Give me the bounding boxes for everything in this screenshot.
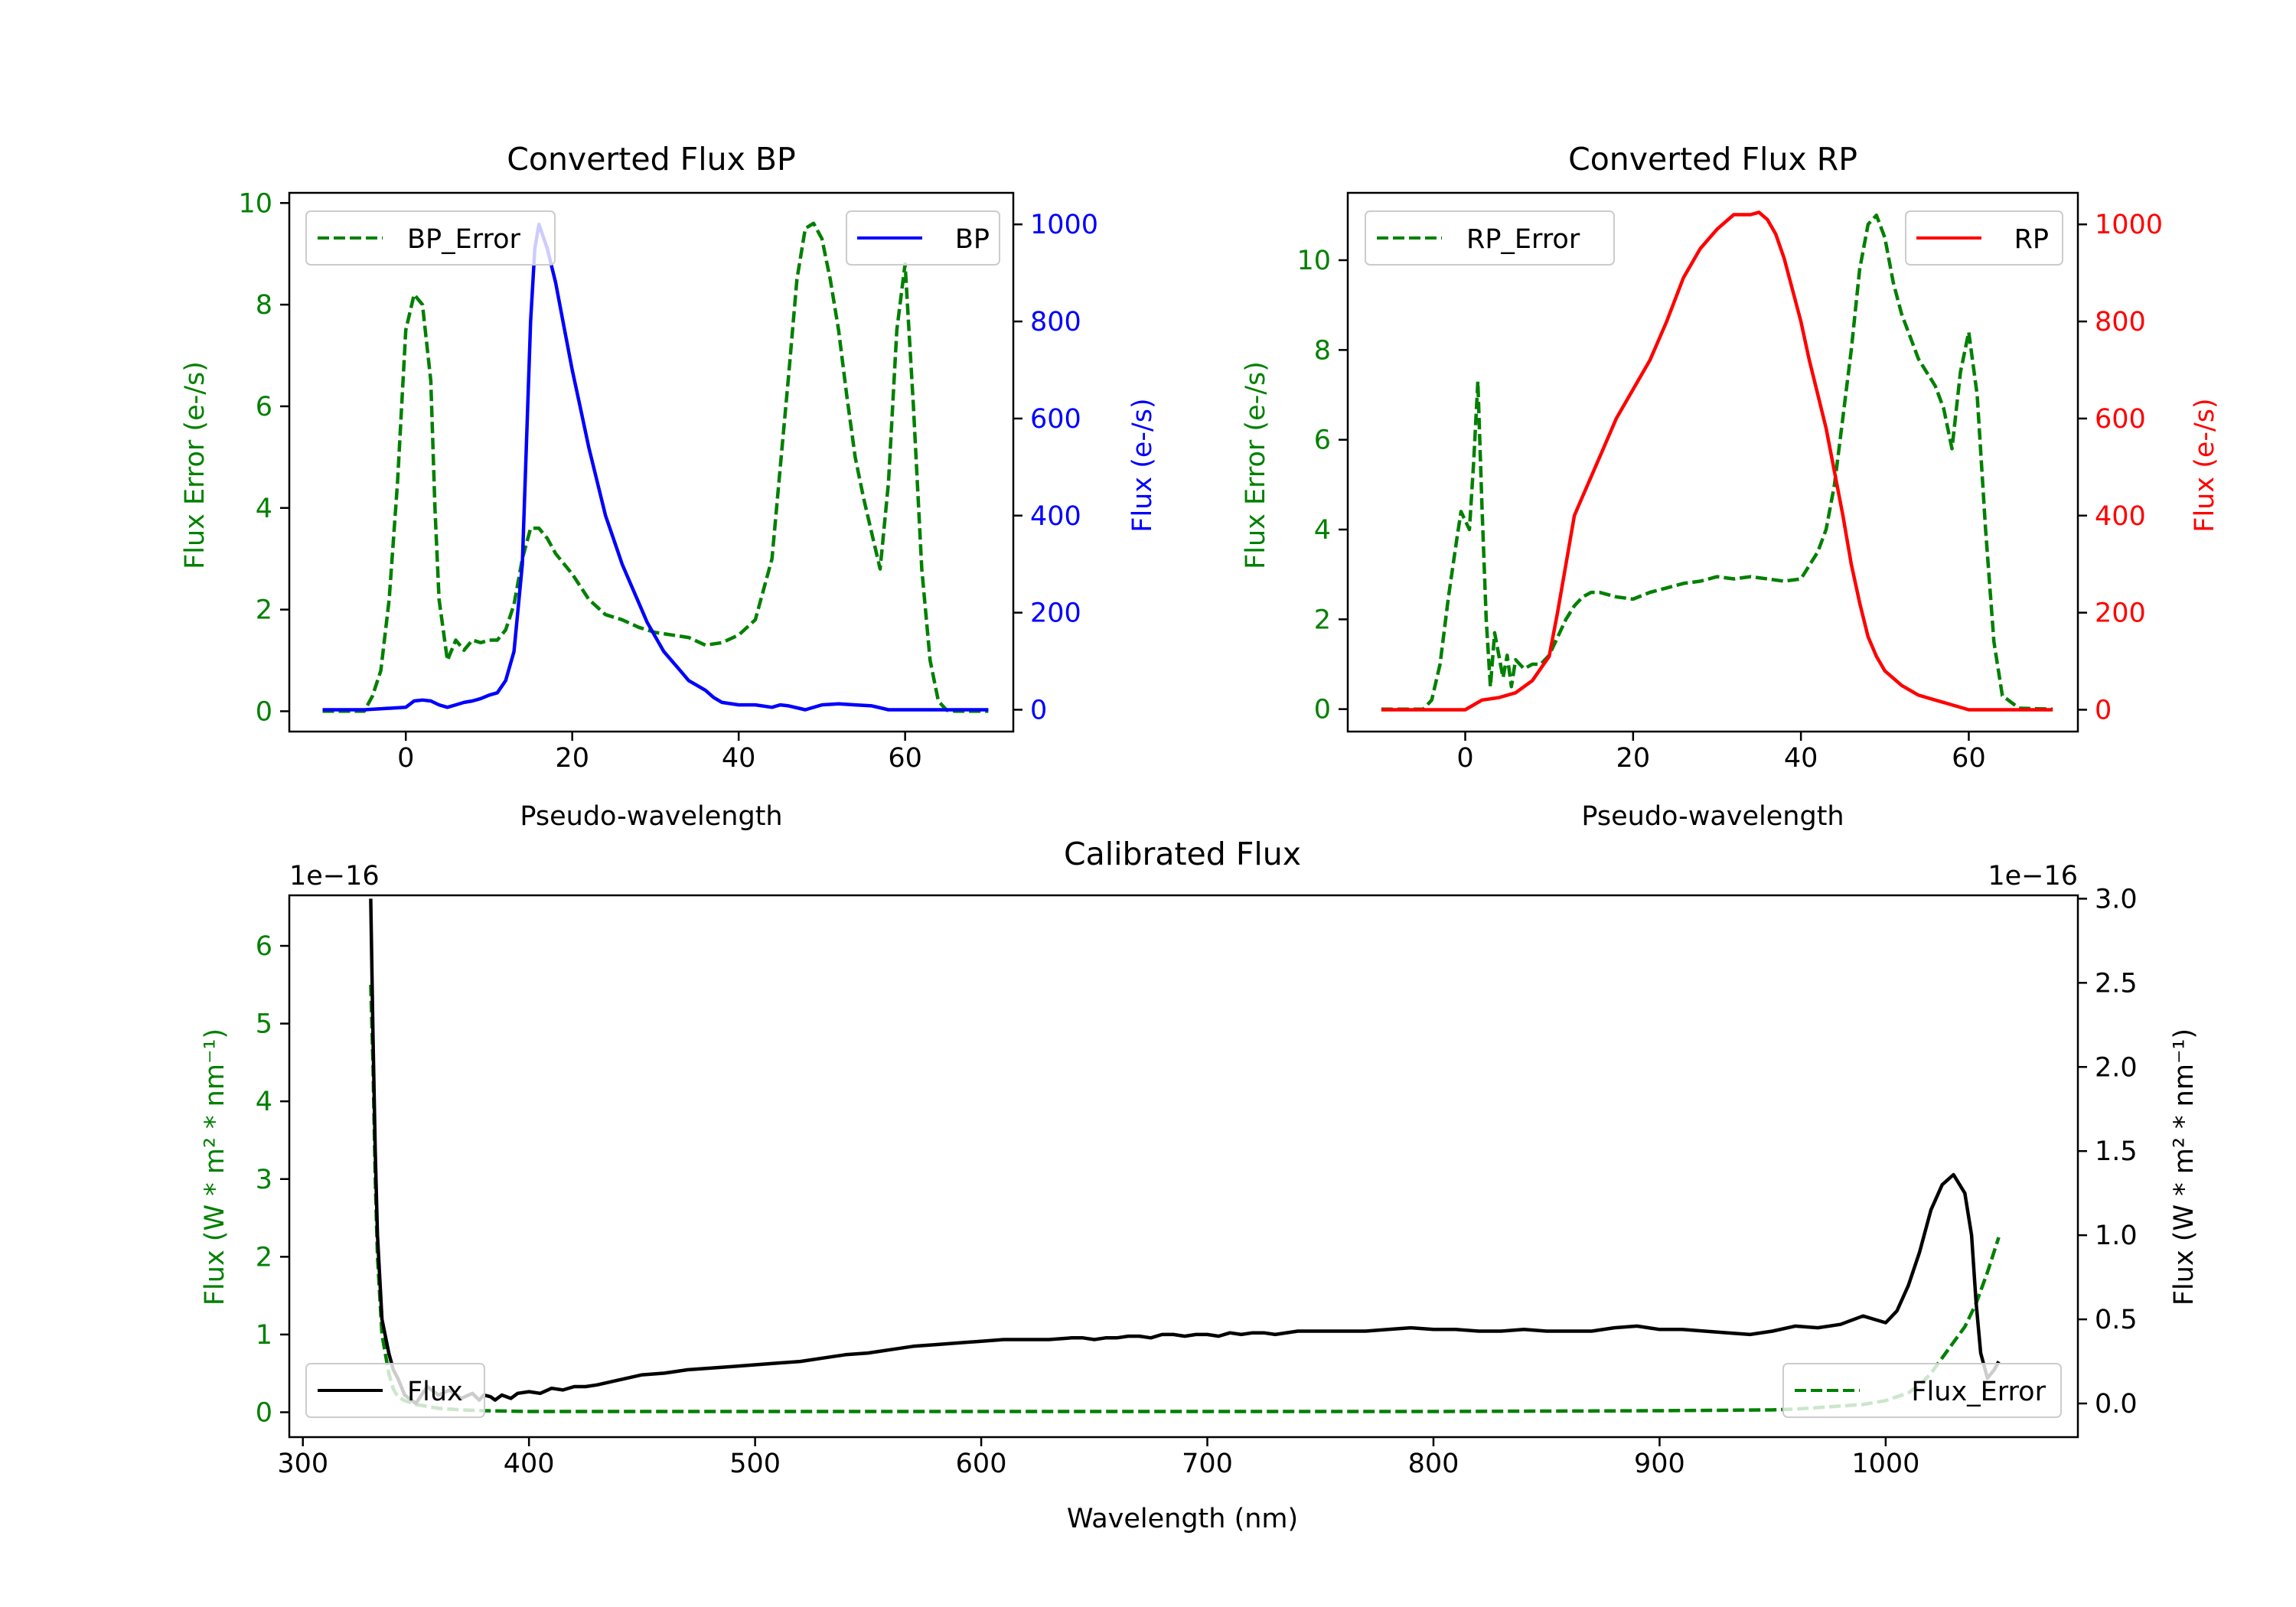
bp-ytick-right-label: 200 [1030, 598, 1081, 629]
calibrated-ytick-left-label: 0 [256, 1397, 272, 1428]
bp-ylabel-right: Flux (e-/s) [1127, 398, 1158, 532]
calibrated-ytick-left-label: 1 [256, 1320, 272, 1351]
calibrated-panel: Calibrated Flux Wavelength (nm) 1e−16 1e… [200, 836, 2200, 1534]
rp-xtick-label: 60 [1952, 743, 1986, 774]
calibrated-legend-left-label: Flux [407, 1377, 463, 1407]
calibrated-legend-right: Flux_Error [1782, 1363, 2062, 1418]
rp-ytick-left-label: 0 [1314, 695, 1331, 725]
bp-title: Converted Flux BP [507, 141, 796, 178]
rp-legend-right: RP [1905, 210, 2063, 266]
calibrated-ylabel-right: Flux (W * m² * nm⁻¹) [2169, 1028, 2200, 1305]
calibrated-ytick-right-label: 1.5 [2095, 1136, 2138, 1167]
rp-ytick-right-label: 200 [2095, 598, 2146, 629]
bp-legend-right: BP [846, 210, 1000, 266]
calibrated-ytick-left-label: 3 [256, 1165, 272, 1195]
bp-ytick-right-label: 800 [1030, 307, 1081, 337]
calibrated-ytick-right-label: 1.0 [2095, 1221, 2138, 1251]
rp-ytick-right-label: 1000 [2095, 210, 2163, 240]
calibrated-xtick-label: 700 [1182, 1449, 1233, 1479]
calibrated-series-flux [369, 898, 2001, 1406]
bp-ytick-left-label: 2 [256, 595, 272, 626]
bp-xlabel: Pseudo-wavelength [520, 801, 782, 832]
rp-ytick-left-label: 6 [1314, 425, 1331, 456]
bp-xtick-label: 20 [555, 743, 589, 774]
rp-ytick-left-label: 10 [1296, 246, 1331, 276]
calibrated-ytick-left-label: 4 [256, 1087, 272, 1117]
calibrated-title: Calibrated Flux [1064, 836, 1301, 872]
rp-series-rp-error [1381, 214, 2053, 711]
bp-ytick-left-label: 4 [256, 494, 272, 524]
bp-xtick-label: 0 [397, 743, 414, 774]
calibrated-ytick-right-label: 0.5 [2095, 1305, 2138, 1335]
calibrated-legend-right-label: Flux_Error [1911, 1377, 2046, 1407]
rp-panel: Converted Flux RP Pseudo-wavelength Flux… [1241, 141, 2220, 832]
rp-ytick-right-label: 600 [2095, 404, 2146, 435]
calibrated-offset-left: 1e−16 [289, 861, 380, 892]
rp-ylabel-right: Flux (e-/s) [2190, 398, 2220, 532]
calibrated-xtick-label: 500 [729, 1449, 781, 1479]
bp-panel: Converted Flux BP Pseudo-wavelength Flux… [180, 141, 1158, 832]
bp-xtick-label: 60 [888, 743, 922, 774]
bp-legend-left-label: BP_Error [407, 224, 521, 255]
bp-legend-left: BP_Error [305, 210, 556, 266]
calibrated-ytick-right-label: 3.0 [2095, 884, 2138, 914]
rp-legend-right-label: RP [2014, 224, 2049, 255]
calibrated-xtick-label: 1000 [1851, 1449, 1919, 1479]
bp-ytick-right-label: 400 [1030, 501, 1081, 532]
bp-ytick-left-label: 6 [256, 392, 272, 422]
rp-ytick-left-label: 8 [1314, 335, 1331, 366]
rp-xtick-label: 40 [1784, 743, 1818, 774]
rp-ytick-left-label: 2 [1314, 605, 1331, 635]
calibrated-ytick-right-label: 0.0 [2095, 1389, 2138, 1420]
calibrated-ytick-right-label: 2.0 [2095, 1052, 2138, 1083]
calibrated-xtick-label: 400 [504, 1449, 555, 1479]
rp-title: Converted Flux RP [1568, 141, 1857, 178]
bp-legend-right-label: BP [955, 224, 990, 255]
calibrated-xtick-label: 600 [956, 1449, 1007, 1479]
bp-ytick-right-label: 0 [1030, 695, 1047, 725]
rp-legend-left: RP_Error [1365, 210, 1615, 266]
calibrated-ytick-right-label: 2.5 [2095, 968, 2138, 999]
bp-series-bp [322, 222, 989, 712]
calibrated-ytick-left-label: 6 [256, 931, 272, 962]
rp-xtick-label: 0 [1456, 743, 1473, 774]
bp-frame [288, 191, 1015, 733]
calibrated-xtick-label: 900 [1634, 1449, 1685, 1479]
calibrated-xtick-label: 800 [1408, 1449, 1459, 1479]
rp-xtick-label: 20 [1616, 743, 1651, 774]
bp-xtick-label: 40 [722, 743, 756, 774]
rp-series-rp [1381, 210, 2053, 712]
calibrated-ytick-left-label: 5 [256, 1009, 272, 1040]
rp-legend-left-label: RP_Error [1466, 224, 1580, 255]
bp-ytick-left-label: 0 [256, 696, 272, 727]
rp-frame [1346, 191, 2079, 733]
rp-xlabel: Pseudo-wavelength [1581, 801, 1844, 832]
calibrated-xlabel: Wavelength (nm) [1067, 1504, 1298, 1534]
bp-series-bp-error [322, 221, 989, 713]
calibrated-ylabel-left: Flux (W * m² * nm⁻¹) [200, 1028, 230, 1305]
bp-ytick-right-label: 1000 [1030, 210, 1098, 240]
calibrated-ytick-left-label: 2 [256, 1242, 272, 1273]
calibrated-legend-left: Flux [305, 1363, 485, 1418]
bp-ytick-right-label: 600 [1030, 404, 1081, 435]
calibrated-offset-right: 1e−16 [1988, 861, 2078, 892]
rp-ytick-right-label: 800 [2095, 307, 2146, 337]
calibrated-xtick-label: 300 [277, 1449, 328, 1479]
bp-ytick-left-label: 10 [238, 188, 272, 219]
bp-ytick-left-label: 8 [256, 290, 272, 321]
rp-ytick-left-label: 4 [1314, 515, 1331, 546]
rp-ylabel-left: Flux Error (e-/s) [1241, 361, 1271, 569]
rp-ytick-right-label: 0 [2095, 695, 2112, 725]
rp-ytick-right-label: 400 [2095, 501, 2146, 532]
calibrated-frame [288, 894, 2079, 1439]
bp-ylabel-left: Flux Error (e-/s) [180, 361, 210, 569]
